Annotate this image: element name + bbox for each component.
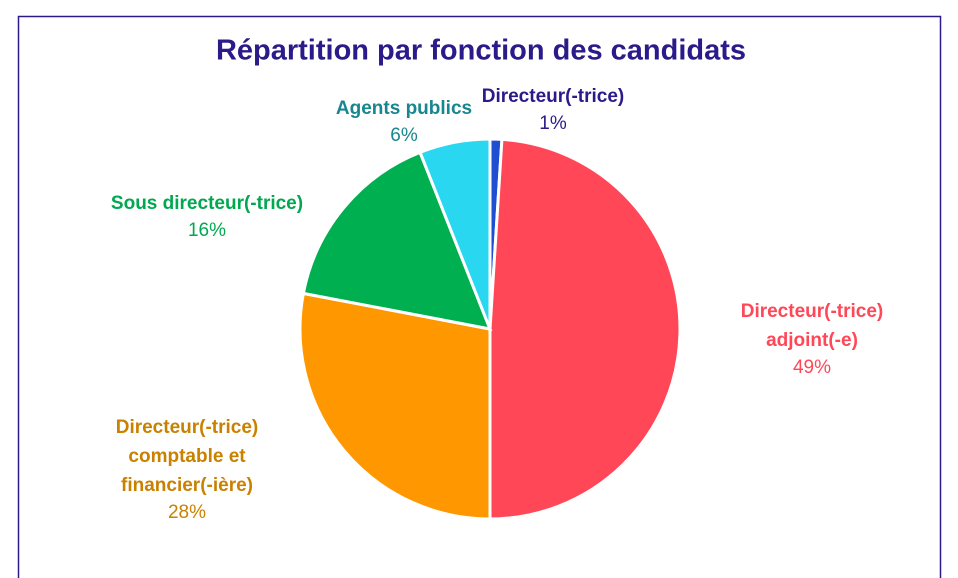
slice-value-label: 28% — [168, 502, 206, 523]
slice-label: Agents publics — [336, 98, 472, 119]
pie-slice — [418, 137, 492, 330]
chart-title: Répartition par fonction des candidats — [216, 35, 746, 67]
slice-label: Directeur(-trice) — [482, 86, 625, 107]
slice-label: Directeur(-trice) comptable et financier(-… — [116, 417, 259, 496]
slice-value-label: 1% — [539, 113, 567, 134]
pie-slice — [298, 291, 492, 521]
slice-label: Directeur(-trice) adjoint(-e) — [741, 301, 884, 351]
pie-slice — [488, 137, 682, 521]
pie-slice — [301, 150, 493, 331]
slice-value-label: 16% — [188, 220, 226, 241]
slice-label: Sous directeur(-trice) — [111, 193, 303, 214]
slice-value-label: 49% — [793, 357, 831, 378]
slice-value-label: 6% — [390, 125, 418, 146]
